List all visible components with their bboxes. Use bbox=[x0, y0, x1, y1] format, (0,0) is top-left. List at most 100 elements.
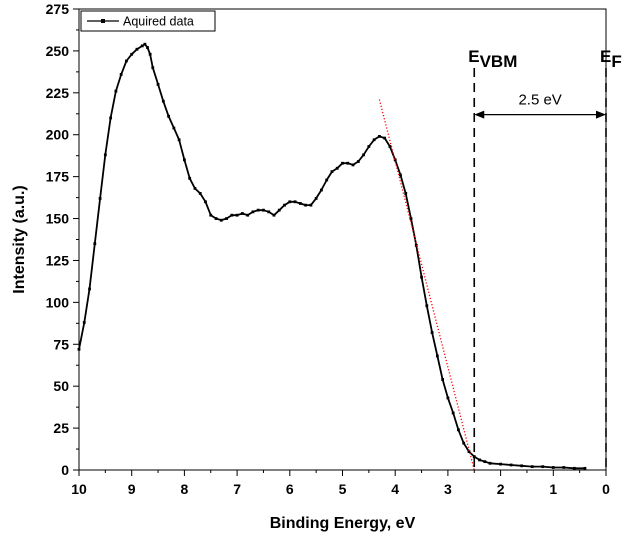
data-point bbox=[267, 210, 271, 214]
data-point bbox=[309, 203, 313, 207]
data-point bbox=[467, 450, 471, 453]
data-point bbox=[298, 202, 302, 205]
data-point bbox=[204, 200, 207, 204]
y-tick-label: 225 bbox=[46, 85, 70, 101]
data-point bbox=[209, 213, 213, 217]
data-point bbox=[98, 197, 102, 200]
x-tick-label: 2 bbox=[497, 481, 505, 497]
data-point bbox=[451, 411, 455, 415]
data-point bbox=[148, 52, 152, 56]
data-point bbox=[156, 83, 160, 86]
legend-entry-acquired-data: Aquired data bbox=[123, 15, 194, 29]
x-tick-label: 0 bbox=[602, 481, 610, 497]
y-tick-label: 275 bbox=[46, 1, 70, 17]
data-series-points bbox=[77, 42, 587, 470]
y-tick-label: 150 bbox=[46, 211, 70, 227]
data-point bbox=[330, 170, 334, 174]
data-point bbox=[151, 66, 155, 70]
linear-fit-line bbox=[378, 99, 475, 471]
data-point bbox=[77, 347, 81, 351]
x-axis-title: Binding Energy, eV bbox=[270, 515, 416, 532]
data-point bbox=[562, 466, 566, 469]
data-series-line bbox=[78, 43, 585, 470]
data-point bbox=[420, 275, 423, 279]
gap-annotation-label: 2.5 eV bbox=[518, 92, 561, 109]
marker-label-f: EF bbox=[600, 47, 622, 71]
data-point bbox=[140, 44, 144, 48]
y-tick-label: 175 bbox=[46, 169, 70, 185]
data-point bbox=[583, 466, 587, 470]
x-tick-label: 9 bbox=[128, 481, 136, 497]
data-point bbox=[103, 153, 107, 157]
gap-annotation: 2.5 eV bbox=[474, 92, 606, 119]
x-tick-label: 4 bbox=[391, 481, 399, 497]
data-point bbox=[256, 208, 260, 212]
y-ticks: 0 25 50 75 100 125 150 175 200 225 250 275 bbox=[46, 1, 79, 478]
data-point bbox=[499, 462, 502, 466]
data-point bbox=[277, 208, 281, 212]
y-tick-label: 250 bbox=[46, 43, 70, 59]
x-ticks: 10 9 8 7 6 5 4 3 2 1 0 bbox=[71, 470, 610, 497]
data-point bbox=[320, 188, 323, 192]
data-point bbox=[288, 200, 292, 204]
data-point bbox=[183, 158, 186, 162]
x-tick-label: 3 bbox=[444, 481, 452, 497]
data-point bbox=[240, 212, 244, 215]
y-axis-title: Intensity (a.u.) bbox=[11, 185, 28, 293]
data-point bbox=[425, 304, 429, 308]
data-point bbox=[161, 99, 165, 103]
data-point bbox=[551, 466, 555, 469]
data-point bbox=[335, 166, 339, 170]
data-point bbox=[219, 218, 223, 222]
legend: Aquired data bbox=[80, 10, 216, 32]
data-point bbox=[393, 158, 397, 162]
data-point bbox=[272, 213, 276, 217]
data-point bbox=[346, 161, 350, 165]
data-point bbox=[488, 461, 492, 465]
data-point bbox=[172, 126, 176, 130]
data-point bbox=[251, 210, 255, 214]
y-tick-label: 0 bbox=[61, 462, 69, 478]
gap-arrowhead-right bbox=[596, 110, 606, 119]
y-tick-label: 50 bbox=[53, 378, 69, 394]
data-point bbox=[409, 217, 413, 220]
data-point bbox=[520, 464, 524, 468]
x-tick-label: 10 bbox=[71, 481, 87, 497]
plot-frame bbox=[78, 8, 607, 471]
data-point bbox=[143, 42, 147, 46]
data-point bbox=[341, 161, 344, 165]
data-point bbox=[146, 46, 149, 49]
y-axis: 0 25 50 75 100 125 150 175 200 225 250 275 Intensit… bbox=[11, 1, 80, 478]
x-tick-label: 5 bbox=[339, 481, 347, 497]
data-point bbox=[441, 378, 445, 381]
data-point bbox=[119, 72, 123, 76]
y-tick-label: 100 bbox=[46, 294, 70, 310]
data-point bbox=[372, 138, 376, 142]
data-point bbox=[457, 428, 460, 432]
data-point bbox=[283, 203, 286, 207]
y-tick-label: 200 bbox=[46, 127, 70, 143]
data-point bbox=[356, 160, 360, 163]
data-point bbox=[478, 458, 481, 462]
data-point bbox=[88, 287, 91, 291]
data-point bbox=[114, 89, 118, 93]
data-point bbox=[383, 136, 387, 140]
x-tick-label: 8 bbox=[181, 481, 189, 497]
legend-marker-sample bbox=[101, 19, 105, 23]
y-tick-label: 125 bbox=[46, 252, 70, 268]
data-point bbox=[472, 455, 476, 458]
data-point bbox=[314, 197, 318, 200]
data-point bbox=[262, 208, 265, 212]
data-point bbox=[130, 52, 134, 56]
marker-label-vbm: EVBM bbox=[468, 47, 517, 71]
data-point bbox=[530, 465, 534, 469]
data-point bbox=[109, 116, 113, 120]
data-point bbox=[377, 135, 381, 138]
data-point bbox=[177, 138, 181, 142]
data-point bbox=[362, 153, 365, 157]
data-point bbox=[125, 59, 128, 63]
data-point bbox=[188, 176, 192, 180]
data-point bbox=[430, 331, 434, 334]
energy-markers: EVBM EF bbox=[468, 47, 622, 470]
